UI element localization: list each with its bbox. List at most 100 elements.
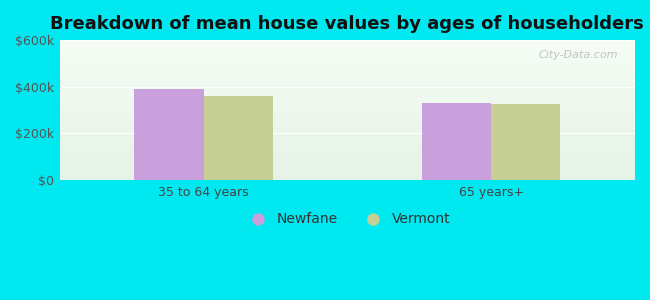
Bar xyxy=(60,46,635,47)
Bar xyxy=(60,76,635,77)
Bar xyxy=(60,67,635,68)
Bar xyxy=(60,43,635,44)
Bar xyxy=(60,98,635,99)
Bar xyxy=(60,104,635,105)
Bar xyxy=(60,168,635,169)
Bar xyxy=(60,105,635,106)
Bar xyxy=(60,82,635,83)
Bar xyxy=(60,126,635,127)
Bar xyxy=(60,106,635,107)
Bar xyxy=(60,87,635,88)
Bar xyxy=(60,165,635,166)
Bar xyxy=(60,166,635,167)
Bar xyxy=(60,161,635,162)
Bar xyxy=(60,158,635,159)
Bar xyxy=(203,96,272,180)
Bar xyxy=(422,103,491,180)
Bar xyxy=(60,120,635,121)
Bar xyxy=(60,94,635,95)
Bar xyxy=(60,40,635,41)
Bar xyxy=(60,133,635,134)
Bar xyxy=(60,136,635,137)
Bar xyxy=(60,75,635,76)
Bar xyxy=(60,88,635,89)
Bar xyxy=(60,128,635,129)
Bar xyxy=(60,59,635,60)
Bar xyxy=(60,113,635,114)
Bar xyxy=(60,167,635,168)
Bar xyxy=(60,109,635,110)
Bar xyxy=(60,121,635,122)
Bar xyxy=(60,62,635,63)
Bar xyxy=(60,171,635,172)
Bar xyxy=(60,141,635,142)
Bar xyxy=(60,65,635,66)
Bar xyxy=(60,63,635,64)
Bar xyxy=(60,163,635,164)
Bar xyxy=(60,152,635,153)
Legend: Newfane, Vermont: Newfane, Vermont xyxy=(244,212,451,226)
Bar xyxy=(60,54,635,55)
Bar xyxy=(60,146,635,147)
Bar xyxy=(60,149,635,150)
Bar xyxy=(60,72,635,73)
Bar xyxy=(60,97,635,98)
Bar xyxy=(60,160,635,161)
Bar xyxy=(60,177,635,178)
Bar xyxy=(60,48,635,49)
Bar xyxy=(60,134,635,135)
Bar xyxy=(60,52,635,53)
Bar xyxy=(60,140,635,141)
Bar xyxy=(60,85,635,86)
Bar xyxy=(60,123,635,124)
Bar xyxy=(60,176,635,177)
Bar xyxy=(60,110,635,111)
Bar xyxy=(60,119,635,120)
Bar xyxy=(60,51,635,52)
Bar xyxy=(60,159,635,160)
Bar xyxy=(60,111,635,112)
Bar xyxy=(60,114,635,115)
Bar xyxy=(60,108,635,109)
Bar xyxy=(60,96,635,97)
Bar xyxy=(60,178,635,179)
Bar xyxy=(60,173,635,174)
Bar xyxy=(60,117,635,118)
Bar xyxy=(60,169,635,170)
Bar xyxy=(60,70,635,71)
Bar xyxy=(60,103,635,104)
Bar xyxy=(60,100,635,101)
Bar xyxy=(60,125,635,126)
Bar xyxy=(60,99,635,100)
Bar xyxy=(60,118,635,119)
Bar xyxy=(60,53,635,54)
Bar xyxy=(60,174,635,175)
Bar xyxy=(60,78,635,79)
Bar xyxy=(60,116,635,117)
Bar xyxy=(60,42,635,43)
Bar xyxy=(135,89,203,180)
Bar xyxy=(60,155,635,156)
Bar xyxy=(60,84,635,85)
Bar xyxy=(60,71,635,72)
Bar xyxy=(60,130,635,131)
Bar xyxy=(60,57,635,58)
Bar xyxy=(60,145,635,146)
Bar xyxy=(60,142,635,143)
Bar xyxy=(60,89,635,90)
Bar xyxy=(60,44,635,45)
Bar xyxy=(60,61,635,62)
Bar xyxy=(491,104,560,180)
Bar xyxy=(60,80,635,81)
Bar xyxy=(60,81,635,82)
Bar xyxy=(60,151,635,152)
Bar xyxy=(60,147,635,148)
Bar xyxy=(60,60,635,61)
Bar xyxy=(60,156,635,157)
Bar xyxy=(60,107,635,108)
Bar xyxy=(60,139,635,140)
Bar xyxy=(60,49,635,50)
Bar xyxy=(60,160,635,161)
Bar xyxy=(60,77,635,78)
Bar xyxy=(60,162,635,163)
